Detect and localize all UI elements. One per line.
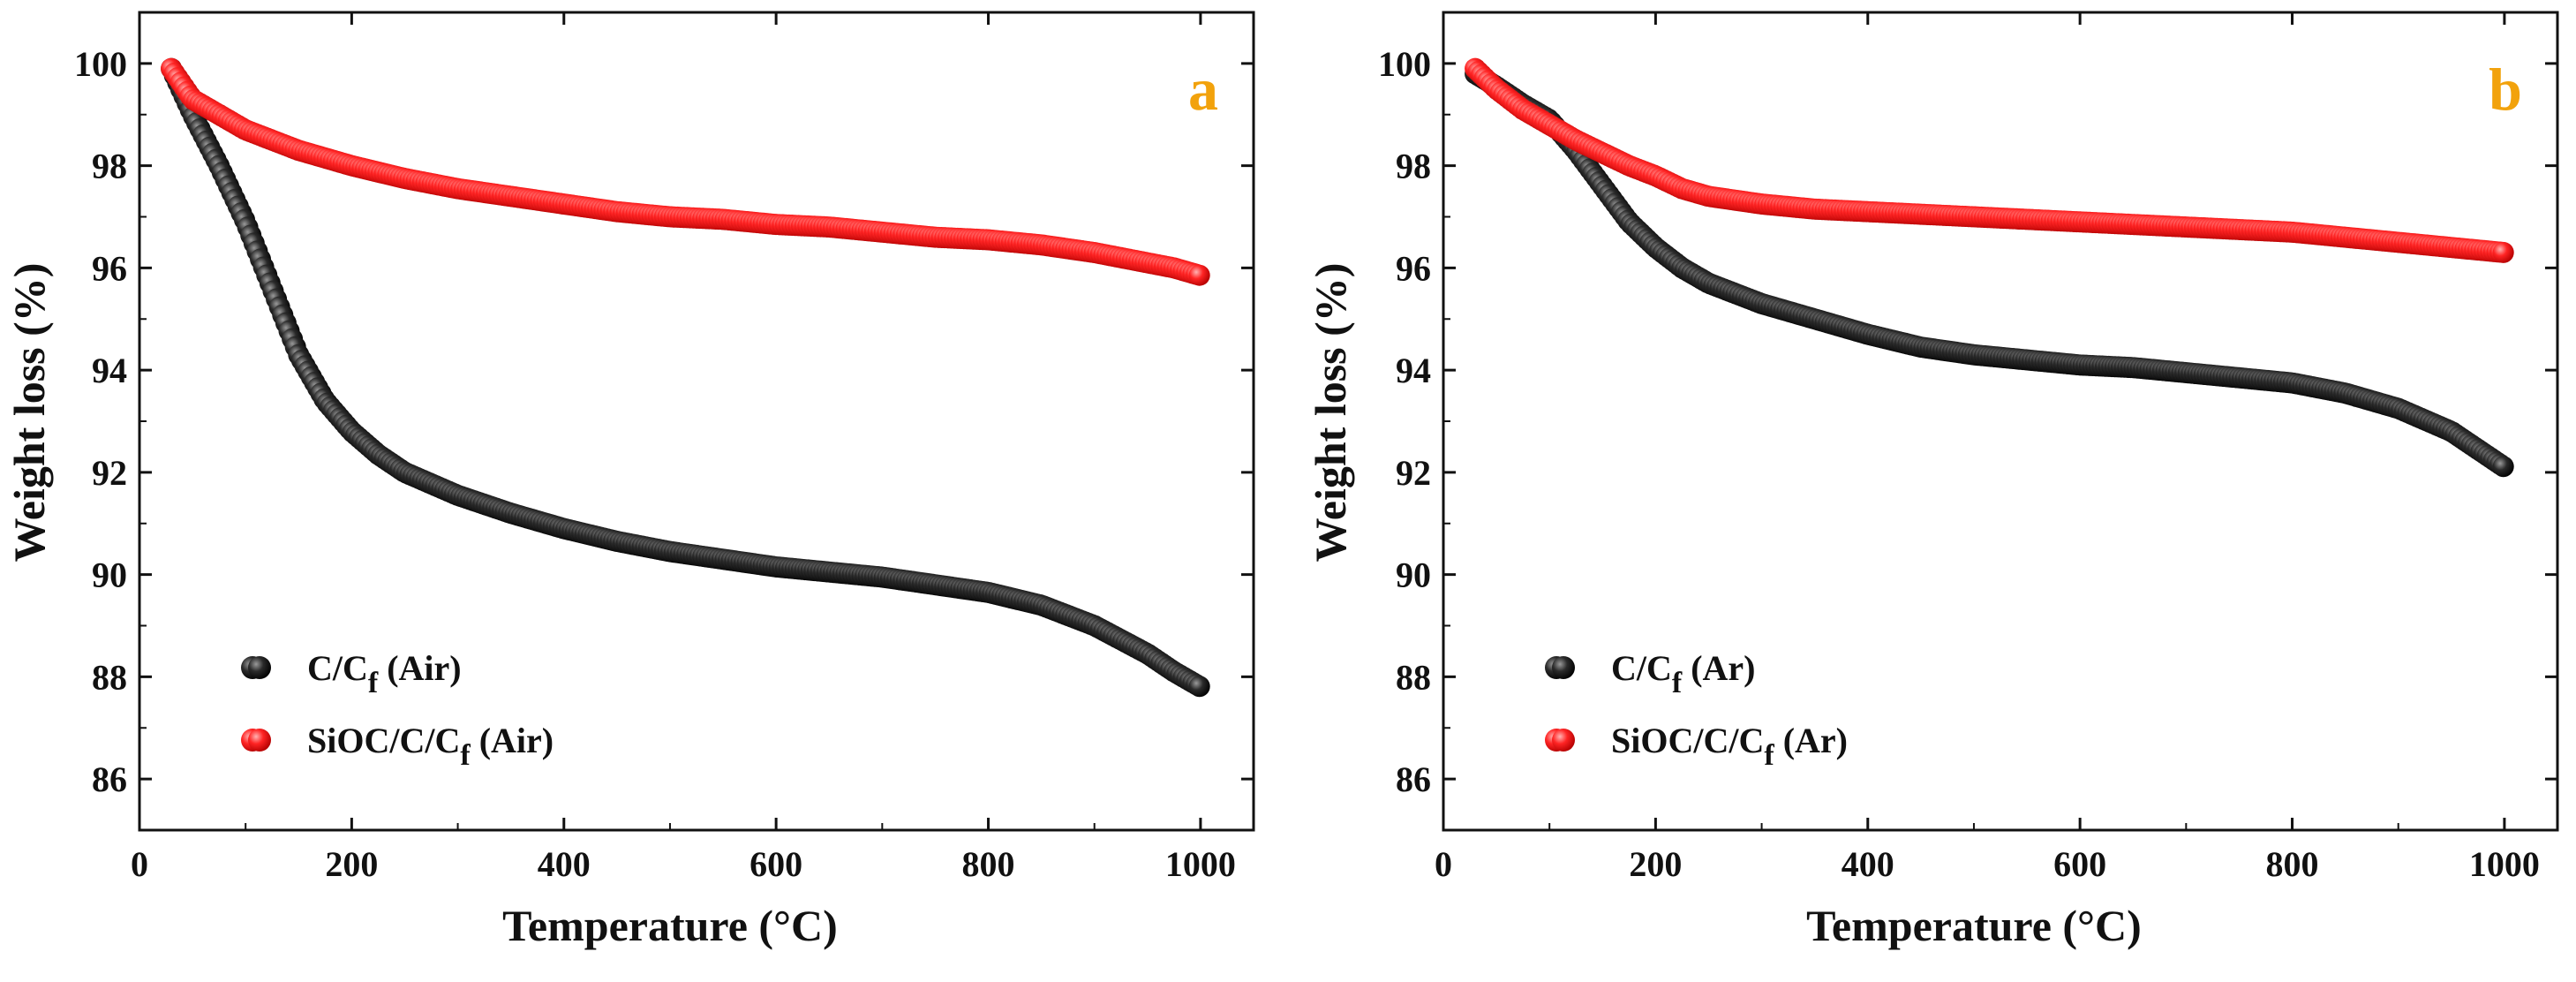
x-tick-label: 600 — [2053, 844, 2106, 884]
legend-label-base: C/C — [1611, 648, 1672, 688]
legend-label-base: SiOC/C/C — [307, 721, 460, 760]
x-tick-label: 400 — [538, 844, 591, 884]
x-axis-title: Temperature (°C) — [1806, 901, 2142, 950]
legend-label-suffix: (Air) — [378, 648, 461, 688]
y-tick-label: 90 — [92, 555, 127, 595]
legend-label-suffix: (Air) — [471, 721, 554, 760]
y-axis-title: Weight loss (%) — [1306, 263, 1355, 563]
data-point — [2492, 456, 2514, 478]
legend-marker — [1552, 729, 1575, 752]
y-tick-label: 88 — [92, 657, 127, 697]
legend-label: SiOC/C/Cf (Ar) — [1611, 721, 1848, 772]
y-tick-label: 92 — [1396, 453, 1431, 493]
legend: C/Cf (Air)SiOC/C/Cf (Air) — [241, 648, 554, 772]
y-tick-label: 96 — [92, 248, 127, 288]
legend-label: SiOC/C/Cf (Air) — [307, 721, 554, 772]
series-sioc-a — [161, 57, 1210, 286]
y-tick-label: 88 — [1396, 657, 1431, 697]
x-tick-label: 200 — [1629, 844, 1682, 884]
legend-label: C/Cf (Ar) — [1611, 648, 1756, 699]
legend-label-suffix: (Ar) — [1682, 648, 1755, 688]
legend-label-sub: f — [368, 667, 379, 699]
y-tick-label: 98 — [1396, 147, 1431, 186]
legend-label-base: SiOC/C/C — [1611, 721, 1764, 760]
y-tick-label: 100 — [1378, 44, 1431, 84]
y-tick-label: 86 — [1396, 759, 1431, 799]
x-tick-label: 0 — [131, 844, 148, 884]
panel-a: 0 200 400 600 800 1000 86 88 90 92 94 96 98 100 Temper… — [4, 11, 1255, 950]
series-sioc-b — [1465, 57, 2514, 263]
y-tick-label: 98 — [92, 147, 127, 186]
data-point — [1188, 676, 1210, 698]
panel-letter: b — [2489, 56, 2522, 123]
x-tick-label: 1000 — [1165, 844, 1236, 884]
panel-b: 0 200 400 600 800 1000 86 88 90 92 94 96 98 100 Temper… — [1306, 11, 2559, 950]
legend-label-suffix: (Ar) — [1774, 721, 1848, 760]
legend-label-base: C/C — [307, 648, 368, 688]
x-tick-label: 800 — [962, 844, 1015, 884]
x-tick-label: 800 — [2266, 844, 2319, 884]
axes-frame — [1442, 11, 2559, 832]
x-tick-label: 1000 — [2469, 844, 2540, 884]
legend-marker — [248, 729, 271, 752]
y-tick-label: 96 — [1396, 248, 1431, 288]
y-axis-title: Weight loss (%) — [4, 263, 54, 563]
legend-label-sub: f — [460, 739, 471, 772]
y-tick-label: 90 — [1396, 555, 1431, 595]
axes-frame — [138, 11, 1255, 832]
legend-label-sub: f — [1764, 739, 1774, 772]
x-tick-label: 200 — [325, 844, 378, 884]
data-point — [1188, 264, 1210, 286]
y-tick-label: 92 — [92, 453, 127, 493]
data-point — [2492, 241, 2514, 263]
series-cc-b — [1465, 63, 2514, 478]
series-cc-a — [161, 57, 1210, 698]
legend-label-sub: f — [1672, 667, 1683, 699]
panel-letter: a — [1188, 56, 1218, 123]
y-tick-label: 94 — [92, 351, 127, 390]
legend-label: C/Cf (Air) — [307, 648, 462, 699]
legend: C/Cf (Ar)SiOC/C/Cf (Ar) — [1545, 648, 1848, 772]
x-tick-label: 0 — [1435, 844, 1452, 884]
legend-marker — [1552, 656, 1575, 679]
panel-b-plot-area — [1465, 57, 2514, 478]
y-tick-label: 100 — [74, 44, 127, 84]
x-axis-title: Temperature (°C) — [502, 901, 838, 950]
x-tick-label: 400 — [1842, 844, 1894, 884]
y-tick-label: 86 — [92, 759, 127, 799]
x-tick-label: 600 — [749, 844, 802, 884]
legend-marker — [248, 656, 271, 679]
panel-a-plot-area — [161, 57, 1210, 698]
y-tick-label: 94 — [1396, 351, 1431, 390]
